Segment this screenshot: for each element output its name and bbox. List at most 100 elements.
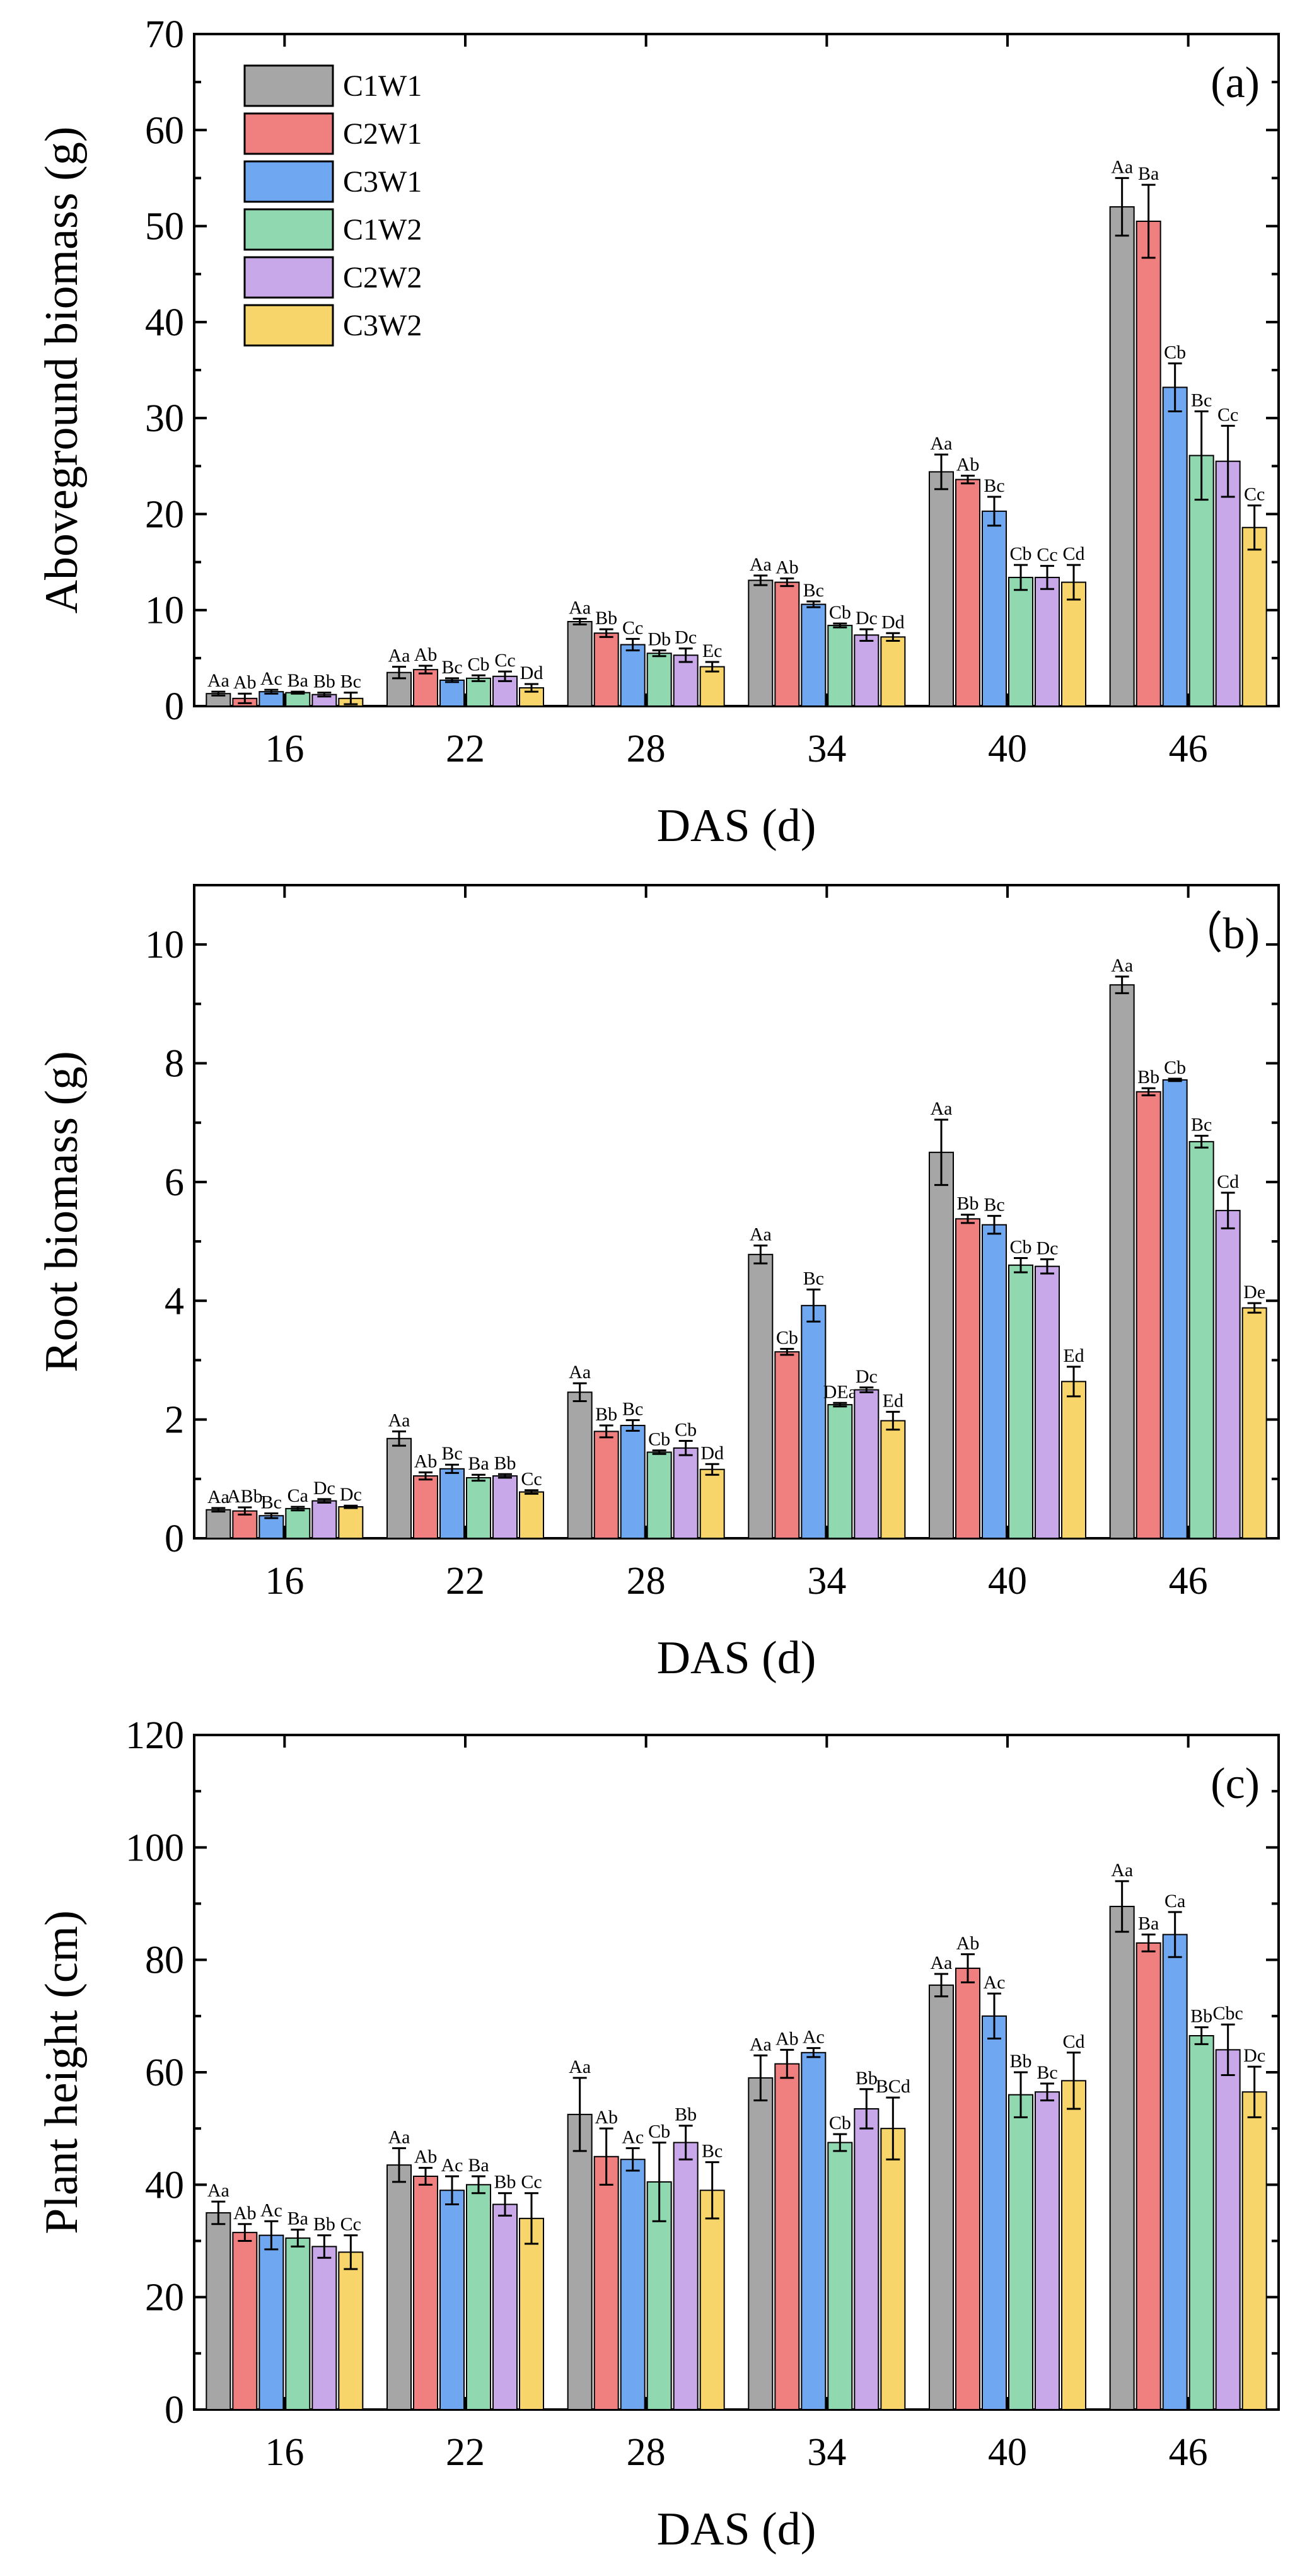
- significance-label: Ed: [1063, 1345, 1084, 1366]
- bar-c3w1: [982, 2015, 1007, 2410]
- bar-c2w1: [232, 1510, 258, 1539]
- bar-c1w1: [386, 1437, 412, 1540]
- bar-c3w2: [519, 1491, 544, 1539]
- y-tick-label: 0: [165, 2389, 184, 2432]
- significance-label: Ec: [702, 641, 723, 661]
- x-axis-title: DAS (d): [657, 800, 816, 852]
- y-axis-title: Plant height (cm): [36, 1910, 88, 2234]
- significance-label: Bc: [1191, 390, 1212, 410]
- significance-label: Bb: [313, 671, 335, 692]
- legend-label: C1W2: [343, 213, 422, 247]
- bar-c1w2: [827, 625, 853, 707]
- bar-c1w2: [466, 2184, 491, 2410]
- significance-label: Bb: [675, 2104, 697, 2125]
- significance-label: Ab: [414, 2147, 438, 2167]
- bar-c3w1: [1162, 1079, 1188, 1539]
- bar-c3w2: [699, 1468, 725, 1539]
- bar-c3w1: [620, 644, 646, 707]
- bar-c2w2: [854, 1389, 880, 1539]
- bar-c2w2: [1035, 1265, 1060, 1539]
- significance-label: Dc: [313, 1478, 335, 1499]
- x-tick-label: 16: [265, 728, 304, 770]
- bar-c1w1: [386, 2164, 412, 2410]
- bar-c1w2: [285, 1507, 311, 1540]
- significance-label: Bc: [1191, 1114, 1212, 1135]
- legend-swatch: [243, 208, 334, 251]
- legend-label: C3W2: [343, 309, 422, 342]
- significance-label: Bc: [803, 1268, 824, 1289]
- bar-c3w2: [1061, 581, 1086, 707]
- significance-label: Cd: [1217, 1171, 1239, 1192]
- y-tick-label: 10: [145, 589, 184, 632]
- significance-label: Bc: [702, 2141, 723, 2162]
- bar-c2w2: [1215, 460, 1241, 707]
- y-tick-label: 2: [165, 1399, 184, 1442]
- bar-c3w1: [439, 679, 465, 707]
- bar-c2w1: [413, 1475, 438, 1540]
- significance-label: Cb: [776, 1328, 798, 1349]
- bar-c3w1: [620, 1425, 646, 1539]
- y-tick-label: 60: [145, 109, 184, 152]
- significance-label: Ab: [233, 2203, 257, 2224]
- y-tick-label: 6: [165, 1161, 184, 1204]
- bar-c1w2: [466, 1477, 491, 1540]
- significance-label: Cb: [648, 2121, 670, 2142]
- significance-label: Ba: [287, 670, 308, 691]
- significance-label: Ab: [956, 455, 980, 475]
- bar-c3w1: [982, 1224, 1007, 1539]
- significance-label: Aa: [931, 1098, 953, 1119]
- legend-swatch: [243, 64, 334, 107]
- x-tick-label: 40: [988, 2431, 1027, 2474]
- x-tick-label: 16: [265, 2431, 304, 2474]
- significance-label: Ca: [287, 1485, 308, 1506]
- x-tick-label: 40: [988, 728, 1027, 770]
- bar-c2w1: [413, 2175, 438, 2410]
- significance-label: Ab: [414, 644, 438, 665]
- bar-c1w1: [929, 1151, 954, 1540]
- significance-label: Aa: [1111, 955, 1133, 976]
- bar-c2w2: [673, 2142, 699, 2410]
- bar-c2w2: [1035, 576, 1060, 707]
- legend-swatch: [243, 112, 334, 155]
- significance-label: Ab: [956, 1933, 980, 1954]
- bar-c1w1: [567, 620, 593, 707]
- bar-c2w2: [1215, 2049, 1241, 2410]
- significance-label: Bb: [856, 2068, 878, 2089]
- x-axis-title: DAS (d): [657, 1632, 816, 1684]
- significance-label: Cb: [675, 1420, 697, 1441]
- significance-label: Cb: [829, 602, 851, 623]
- plot-frame: [193, 884, 1280, 1540]
- significance-label: ABb: [227, 1486, 263, 1507]
- significance-label: Ab: [414, 1451, 438, 1471]
- bar-c2w2: [492, 2203, 518, 2411]
- significance-label: Dc: [1037, 1238, 1059, 1258]
- y-tick-label: 50: [145, 206, 184, 248]
- significance-label: Aa: [750, 554, 772, 575]
- significance-label: Bb: [1190, 2006, 1212, 2027]
- significance-label: Ba: [468, 2155, 489, 2176]
- x-tick-label: 46: [1169, 2431, 1208, 2474]
- y-tick-label: 40: [145, 2164, 184, 2207]
- significance-label: Aa: [207, 1487, 229, 1507]
- bar-c1w2: [285, 2237, 311, 2411]
- y-tick-label: 40: [145, 301, 184, 344]
- significance-label: Bb: [595, 1404, 617, 1425]
- significance-label: Ac: [803, 2027, 825, 2048]
- bar-c3w1: [439, 2190, 465, 2410]
- significance-label: Ba: [287, 2208, 308, 2229]
- bar-c2w1: [593, 632, 619, 707]
- significance-label: Dc: [340, 1484, 362, 1505]
- bar-c2w1: [1135, 1091, 1161, 1539]
- bar-c1w2: [285, 692, 311, 707]
- bar-c2w1: [1135, 1942, 1161, 2411]
- bar-c2w2: [311, 1500, 337, 1540]
- y-tick-label: 60: [145, 2051, 184, 2094]
- significance-label: Aa: [569, 597, 591, 618]
- y-tick-label: 0: [165, 1517, 184, 1560]
- bar-c1w2: [827, 1404, 853, 1539]
- significance-label: Cb: [1164, 342, 1186, 363]
- bar-c3w2: [1241, 1307, 1267, 1539]
- significance-label: Bc: [984, 475, 1004, 496]
- significance-label: Aa: [931, 1952, 953, 1973]
